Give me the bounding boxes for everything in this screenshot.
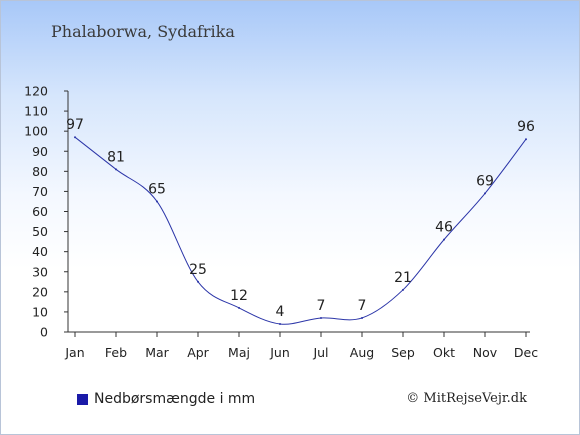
data-label: 21: [394, 270, 412, 286]
data-label: 46: [435, 220, 453, 236]
series-line: [74, 136, 527, 325]
y-tick-label: 100: [24, 124, 48, 139]
legend: Nedbørsmængde i mm: [77, 391, 255, 407]
x-tick-label: Jul: [312, 345, 328, 360]
data-label: 12: [230, 288, 248, 304]
y-tick-label: 80: [32, 164, 48, 179]
x-axis-ticks: Jan Feb Mar Apr Maj Jun Jul Aug Sep Okt Nov Dec: [64, 332, 538, 360]
x-tick-label: Dec: [514, 345, 538, 360]
x-tick-label: Jan: [64, 345, 84, 360]
y-tick-label: 50: [32, 224, 48, 239]
data-label: 7: [317, 298, 326, 314]
data-point: [238, 306, 240, 309]
data-label: 97: [66, 117, 84, 133]
chart-title: Phalaborwa, Sydafrika: [51, 22, 235, 41]
y-tick-label: 70: [32, 184, 48, 199]
data-point: [74, 136, 76, 139]
data-point: [443, 238, 445, 241]
credit-text: © MitRejseVejr.dk: [406, 391, 527, 406]
data-labels: 97 81 65 25 12 4 7 7 21 46 69 96: [66, 117, 535, 325]
x-tick-label: Aug: [350, 345, 374, 360]
x-tick-label: Okt: [433, 345, 455, 360]
y-tick-label: 0: [40, 325, 48, 340]
data-label: 96: [517, 119, 535, 135]
y-tick-label: 10: [32, 304, 48, 319]
data-point: [402, 288, 404, 291]
data-point: [156, 200, 158, 203]
data-point: [320, 316, 322, 319]
x-tick-label: Sep: [391, 345, 415, 360]
data-point: [361, 316, 363, 319]
data-point: [115, 168, 117, 171]
y-tick-label: 110: [24, 104, 48, 119]
y-tick-label: 30: [32, 264, 48, 279]
y-tick-label: 20: [32, 284, 48, 299]
data-label: 65: [148, 181, 166, 197]
data-point: [525, 138, 527, 141]
x-tick-label: Apr: [187, 345, 209, 360]
y-tick-label: 60: [32, 204, 48, 219]
legend-swatch: [77, 393, 88, 405]
x-tick-label: Mar: [145, 345, 169, 360]
y-tick-label: 120: [24, 84, 48, 99]
legend-label: Nedbørsmængde i mm: [94, 391, 256, 407]
axes: [67, 91, 530, 333]
data-label: 7: [358, 298, 367, 314]
data-label: 25: [189, 262, 207, 278]
y-tick-label: 90: [32, 144, 48, 159]
x-tick-label: Nov: [473, 345, 498, 360]
y-axis-ticks: 0 10 20 30 40 50 60 70 80 90 100 110 120: [24, 84, 68, 340]
data-point: [279, 322, 281, 325]
x-tick-label: Feb: [105, 345, 127, 360]
x-tick-label: Jun: [269, 345, 290, 360]
data-label: 69: [476, 173, 494, 189]
y-tick-label: 40: [32, 244, 48, 259]
data-point: [484, 192, 486, 195]
data-label: 4: [276, 304, 285, 320]
data-point: [197, 280, 199, 283]
x-tick-label: Maj: [228, 345, 250, 360]
data-label: 81: [107, 149, 125, 165]
